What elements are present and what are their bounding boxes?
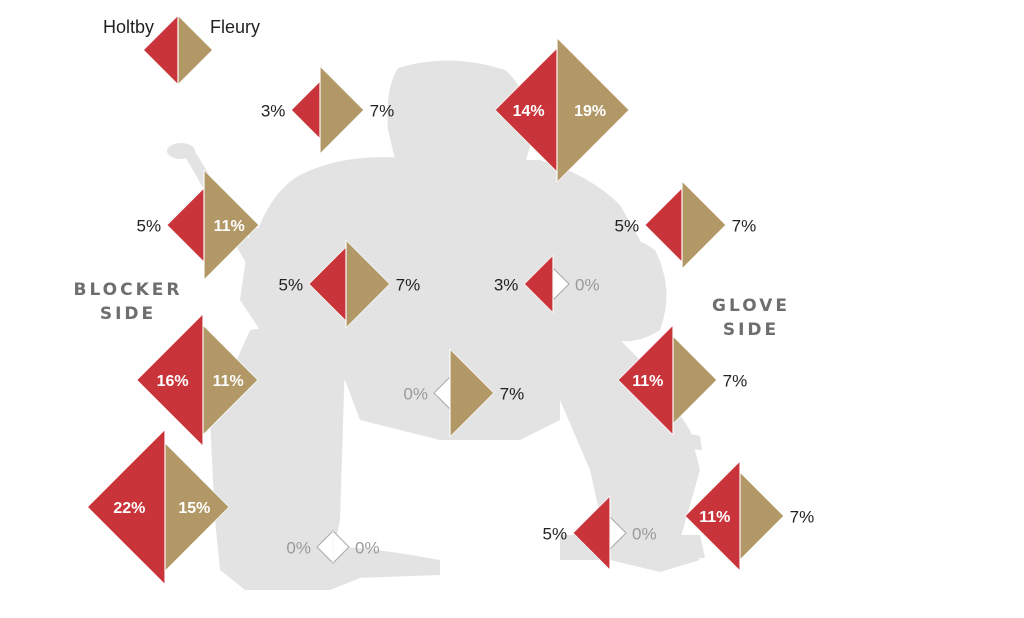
fleury-value-9: 15% — [178, 500, 210, 517]
fleury-value-11: 0% — [632, 524, 657, 543]
fleury-value-8: 7% — [500, 384, 525, 403]
holtby-value-5: 3% — [494, 275, 519, 294]
legend-fleury-label: Fleury — [210, 17, 261, 37]
holtby-value-3: 5% — [279, 275, 304, 294]
holtby-value-10: 0% — [286, 538, 311, 557]
legend-holtby-swatch — [144, 16, 178, 84]
fleury-value-7: 7% — [723, 371, 748, 390]
fleury-value-0: 7% — [370, 101, 395, 120]
holtby-value-2: 5% — [137, 216, 162, 235]
fleury-value-4: 7% — [732, 216, 757, 235]
holtby-value-6: 16% — [157, 373, 189, 390]
holtby-value-1: 14% — [513, 103, 545, 120]
holtby-value-7: 11% — [632, 373, 663, 390]
glove-side-line2: SIDE — [722, 320, 780, 340]
fleury-half-4 — [681, 180, 727, 270]
diamond-layer: 3% 7% 14% 19% 5% 11% 5% 7% 5% 7% 3% 0% 16% 11% 11% 7% 0%… — [87, 16, 815, 586]
holtby-value-9: 22% — [113, 500, 145, 517]
fleury-value-3: 7% — [396, 275, 421, 294]
holtby-value-12: 11% — [699, 509, 730, 526]
goalie-silhouette — [167, 60, 705, 590]
fleury-value-12: 7% — [790, 507, 815, 526]
blocker-side-label: BLOCKER SIDE — [70, 278, 186, 326]
holtby-value-4: 5% — [615, 216, 640, 235]
fleury-half-7 — [672, 335, 718, 425]
fleury-half-12 — [739, 471, 785, 561]
holtby-value-0: 3% — [261, 101, 286, 120]
blocker-side-line1: BLOCKER — [73, 280, 183, 300]
legend-fleury-swatch — [178, 16, 212, 84]
holtby-half-2 — [166, 187, 205, 263]
legend-holtby-label: Holtby — [103, 17, 155, 37]
fleury-value-1: 19% — [574, 103, 606, 120]
holtby-value-8: 0% — [403, 384, 428, 403]
fleury-value-2: 11% — [214, 218, 245, 235]
fleury-value-10: 0% — [355, 538, 380, 557]
fleury-value-5: 0% — [575, 275, 600, 294]
fleury-value-6: 11% — [213, 373, 244, 390]
holtby-half-0 — [290, 80, 321, 140]
holtby-value-11: 5% — [543, 524, 568, 543]
fleury-half-0 — [319, 65, 365, 155]
blocker-side-line2: SIDE — [99, 304, 157, 324]
glove-side-label: GLOVE SIDE — [706, 294, 796, 342]
glove-side-line1: GLOVE — [712, 296, 790, 316]
